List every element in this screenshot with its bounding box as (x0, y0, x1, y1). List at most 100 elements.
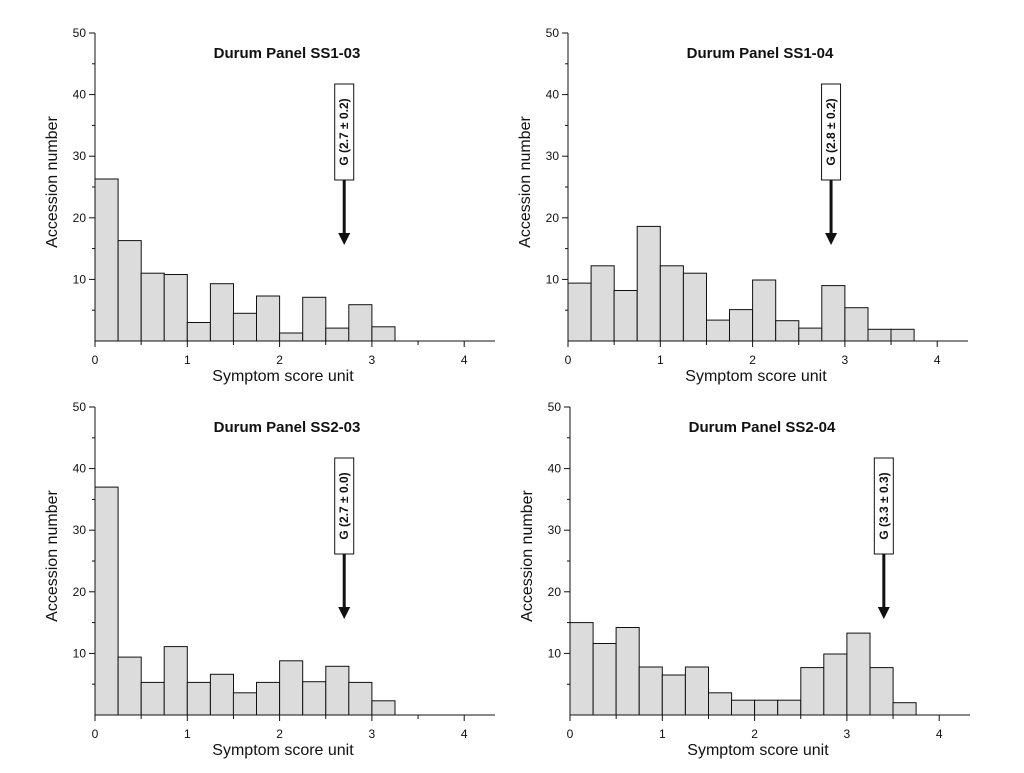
x-axis-title: Symptom score unit (212, 742, 354, 759)
y-tick-label: 10 (73, 646, 87, 660)
histogram-bar (867, 328, 892, 342)
histogram-bar (117, 240, 142, 342)
histogram-bar (567, 282, 592, 342)
histogram-bar (279, 332, 304, 342)
histogram-bar (325, 327, 350, 342)
histogram-bar (163, 274, 188, 342)
y-tick-label: 50 (546, 26, 560, 40)
histogram-bar (823, 653, 848, 716)
y-tick-label: 20 (73, 585, 87, 599)
histogram-bar (613, 290, 638, 342)
histogram-bar (754, 699, 779, 716)
y-tick-label: 10 (73, 272, 87, 286)
histogram-bar (256, 295, 281, 342)
histogram-bar (890, 328, 915, 342)
histogram-bar (348, 681, 373, 716)
histogram-bar (94, 486, 119, 716)
x-tick-label: 3 (369, 353, 376, 367)
histogram-bar (821, 285, 846, 342)
x-tick-label: 3 (369, 727, 376, 741)
y-tick-label: 20 (546, 211, 560, 225)
histogram-bar (117, 656, 142, 716)
x-tick-label: 0 (92, 353, 99, 367)
x-tick-label: 2 (276, 353, 283, 367)
histogram-bar (140, 681, 165, 716)
histogram-bar (729, 309, 754, 342)
x-tick-label: 4 (461, 353, 468, 367)
histogram-bar (869, 667, 894, 716)
histogram-bar (684, 666, 710, 716)
histogram-bar (659, 265, 684, 342)
histogram-bar (371, 326, 396, 342)
x-tick-label: 3 (844, 727, 851, 741)
histogram-bar (708, 692, 733, 716)
chart-panel-1: 10 20 30 40 50 0 1 2 3 4 Symptom score unit Accessi… (44, 26, 495, 385)
chart-panel-4: 10 20 30 40 50 0 1 2 3 4 Symptom score unit Accessi… (519, 400, 970, 759)
histogram-bar (752, 279, 777, 342)
chart-panel-3: 10 20 30 40 50 0 1 2 3 4 Symptom score unit Accessi… (44, 400, 495, 759)
y-tick-label: 40 (546, 88, 560, 102)
x-tick-label: 0 (92, 727, 99, 741)
y-tick-label: 20 (548, 585, 562, 599)
y-tick-label: 30 (548, 523, 562, 537)
histogram-bar (325, 665, 350, 716)
y-tick-label: 50 (73, 400, 87, 414)
x-tick-label: 2 (749, 353, 756, 367)
histogram-bar (798, 327, 823, 342)
panel-title: Durum Panel SS2-04 (689, 419, 836, 436)
y-axis-title: Accession number (44, 490, 61, 622)
histogram-bar (777, 699, 802, 716)
y-axis-title: Accession number (519, 490, 536, 622)
histogram-bar (892, 702, 917, 716)
histogram-bar (256, 681, 281, 716)
arrow-head (877, 607, 890, 619)
x-tick-label: 1 (659, 727, 666, 741)
y-tick-label: 30 (546, 149, 560, 163)
arrow-head (338, 607, 351, 619)
y-tick-label: 50 (73, 26, 87, 40)
x-tick-label: 4 (461, 727, 468, 741)
histogram-bar (279, 660, 304, 716)
histogram-bar (590, 265, 615, 342)
histogram-bar (638, 666, 663, 716)
histogram-bar (232, 692, 257, 716)
histogram-bar (844, 307, 869, 342)
annotation-label: G (2.8 ± 0.2) (824, 98, 838, 165)
histogram-bar (846, 632, 871, 716)
histogram-bar (348, 304, 373, 342)
histogram-bar (636, 225, 661, 342)
x-axis-title: Symptom score unit (212, 368, 354, 385)
histogram-bar (706, 319, 731, 342)
y-axis-title: Accession number (517, 116, 534, 248)
histogram-bar (569, 622, 594, 716)
histogram-bar (615, 627, 640, 716)
histogram-bar (209, 283, 234, 342)
x-tick-label: 4 (936, 727, 943, 741)
chart-panel-2: 10 20 30 40 50 0 1 2 3 4 Symptom score unit Accessi… (517, 26, 968, 385)
y-tick-label: 30 (73, 523, 87, 537)
histogram-bar (186, 322, 211, 342)
histogram-bar (731, 699, 756, 716)
x-axis-title: Symptom score unit (687, 742, 829, 759)
y-axis-title: Accession number (44, 116, 61, 248)
histogram-bar (661, 674, 686, 716)
histogram-bar (800, 667, 825, 716)
x-tick-label: 2 (751, 727, 758, 741)
x-tick-label: 3 (842, 353, 849, 367)
histogram-bar (302, 681, 327, 716)
x-tick-label: 4 (934, 353, 941, 367)
x-tick-label: 1 (184, 353, 191, 367)
y-tick-label: 20 (73, 211, 87, 225)
histogram-bar (94, 178, 119, 342)
y-tick-label: 50 (548, 400, 562, 414)
histogram-bar (302, 296, 327, 342)
y-tick-label: 10 (548, 646, 562, 660)
arrow-head (338, 233, 351, 245)
histogram-bar (163, 646, 188, 716)
y-tick-label: 40 (73, 462, 87, 476)
y-tick-label: 30 (73, 149, 87, 163)
histogram-bar (232, 312, 257, 342)
panel-title: Durum Panel SS2-03 (214, 419, 361, 436)
